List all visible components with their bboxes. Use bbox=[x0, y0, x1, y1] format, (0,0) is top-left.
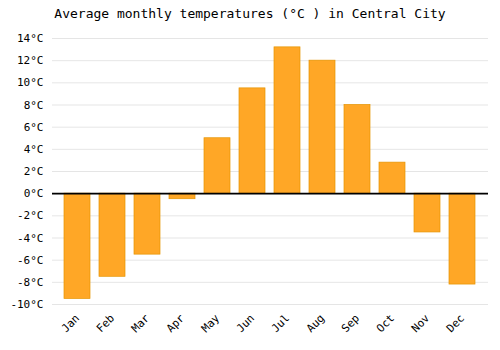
svg-text:8°C: 8°C bbox=[24, 99, 44, 112]
svg-text:12°C: 12°C bbox=[17, 54, 44, 67]
svg-text:Jun: Jun bbox=[234, 312, 257, 335]
svg-text:14°C: 14°C bbox=[17, 32, 44, 45]
svg-text:4°C: 4°C bbox=[24, 143, 44, 156]
svg-text:2°C: 2°C bbox=[24, 165, 44, 178]
svg-text:-2°C: -2°C bbox=[17, 209, 44, 222]
svg-text:6°C: 6°C bbox=[24, 121, 44, 134]
svg-text:-8°C: -8°C bbox=[17, 276, 44, 289]
svg-text:Aug: Aug bbox=[304, 312, 327, 335]
svg-text:Dec: Dec bbox=[444, 312, 467, 335]
svg-text:Sep: Sep bbox=[339, 312, 362, 335]
svg-text:Jul: Jul bbox=[269, 312, 292, 335]
svg-text:0°C: 0°C bbox=[24, 187, 44, 200]
svg-text:-4°C: -4°C bbox=[17, 232, 44, 245]
svg-text:Nov: Nov bbox=[409, 311, 433, 335]
svg-text:Oct: Oct bbox=[374, 312, 397, 335]
svg-text:May: May bbox=[199, 311, 223, 335]
svg-text:Feb: Feb bbox=[94, 312, 117, 335]
svg-text:-6°C: -6°C bbox=[17, 254, 44, 267]
svg-text:Apr: Apr bbox=[164, 311, 188, 335]
svg-text:Mar: Mar bbox=[129, 311, 153, 335]
html-text:Average monthly temperatures (: Average monthly temperatures (°C ) in Ce… bbox=[54, 6, 446, 21]
svg-text:10°C: 10°C bbox=[17, 76, 44, 89]
svg-text:-10°C: -10°C bbox=[10, 298, 43, 311]
svg-text:Jan: Jan bbox=[59, 312, 82, 335]
